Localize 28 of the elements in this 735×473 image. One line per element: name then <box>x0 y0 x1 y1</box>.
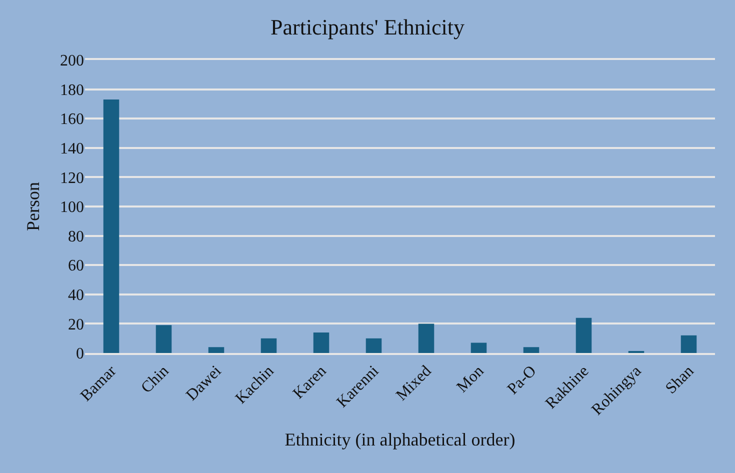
bar <box>366 338 382 353</box>
bar <box>313 332 330 353</box>
bar <box>260 338 277 353</box>
y-tick-label: 100 <box>60 199 84 216</box>
y-tick-label: 180 <box>60 82 84 99</box>
bar <box>680 335 697 353</box>
x-tick-label: Chin <box>138 362 172 397</box>
bar <box>208 347 224 353</box>
y-tick-label: 200 <box>60 52 84 70</box>
bar <box>418 324 434 353</box>
bar <box>103 100 120 353</box>
y-tick-label: 60 <box>68 258 84 275</box>
y-tick-label: 0 <box>76 346 84 363</box>
bar <box>156 325 172 353</box>
x-tick-label: Shan <box>662 362 698 398</box>
bar <box>576 318 592 353</box>
x-axis-title: Ethnicity (in alphabetical order) <box>284 429 516 450</box>
bar <box>523 347 540 353</box>
y-tick-label: 140 <box>60 140 84 158</box>
bar <box>470 342 487 353</box>
y-axis-title: Person <box>23 182 44 231</box>
y-tick-label: 80 <box>68 228 84 246</box>
y-tick-label: 40 <box>68 287 84 304</box>
y-tick-label: 20 <box>68 316 84 334</box>
chart-title: Participants' Ethnicity <box>270 14 464 40</box>
y-tick-label: 160 <box>60 111 84 128</box>
x-tick-label: Mon <box>454 362 488 396</box>
y-tick-label: 120 <box>60 170 84 187</box>
